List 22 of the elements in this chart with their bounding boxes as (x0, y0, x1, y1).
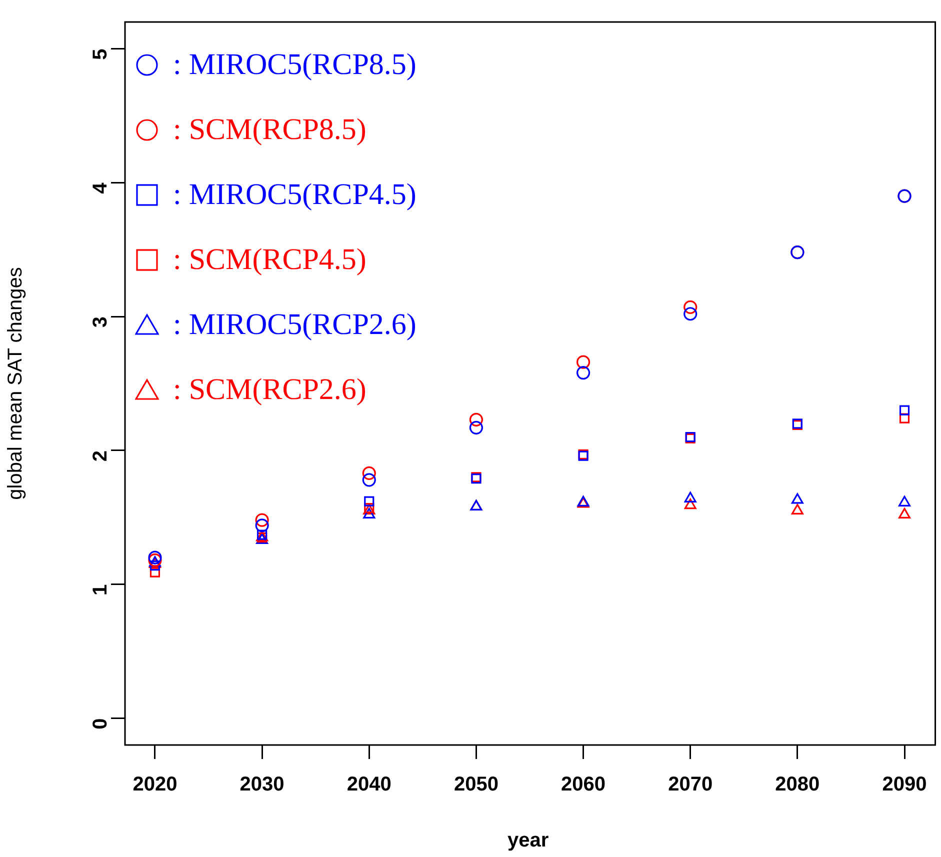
x-tick-label: 2030 (240, 774, 284, 796)
y-tick-label: 0 (90, 718, 112, 730)
y-axis-title: global mean SAT changes (4, 267, 27, 500)
x-axis-title: year (508, 830, 549, 852)
y-tick-label: 1 (90, 584, 112, 596)
y-tick-label: 5 (90, 48, 112, 60)
legend-label: : SCM(RCP2.6) (173, 372, 366, 406)
y-tick-label: 4 (90, 182, 112, 194)
x-tick-label: 2070 (668, 774, 713, 796)
x-tick-label: 2040 (346, 774, 392, 796)
legend-label: : MIROC5(RCP2.6) (173, 308, 416, 342)
x-tick-label: 2080 (775, 774, 820, 796)
x-tick-label: 2090 (882, 774, 927, 796)
legend-label: : SCM(RCP8.5) (173, 112, 366, 146)
legend-label: : SCM(RCP4.5) (173, 242, 366, 276)
y-tick-label: 2 (90, 450, 112, 462)
legend-label: : MIROC5(RCP4.5) (173, 178, 416, 212)
x-tick-label: 2020 (132, 774, 178, 796)
x-tick-label: 2060 (561, 774, 606, 796)
y-tick-label: 3 (90, 316, 112, 328)
x-tick-label: 2050 (454, 774, 498, 796)
legend-label: : MIROC5(RCP8.5) (173, 48, 416, 82)
